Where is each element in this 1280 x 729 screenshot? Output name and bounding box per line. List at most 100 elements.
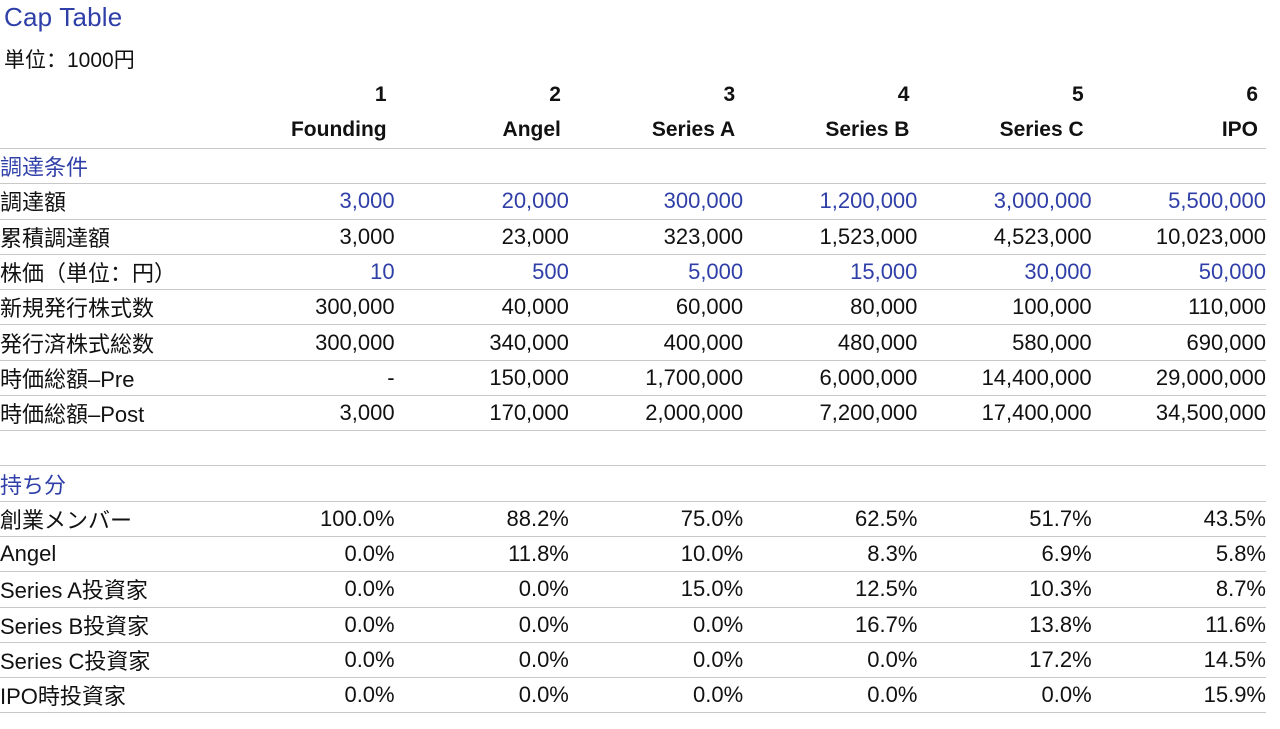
value-cell: 0.0% xyxy=(568,607,744,643)
value-cell: 34,500,000 xyxy=(1091,395,1266,432)
value-cell: 29,000,000 xyxy=(1091,360,1266,397)
value-cell: 0.0% xyxy=(568,677,744,714)
row-label: Series C投資家 xyxy=(0,642,221,679)
value-cell: 0.0% xyxy=(568,642,744,679)
ownership-row: Series B投資家 0.0% 0.0% 0.0% 16.7% 13.8% 11.6% xyxy=(0,607,1266,643)
value-cell: 2,000,000 xyxy=(568,395,744,432)
value-cell: 75.0% xyxy=(568,501,744,537)
value-cell: 20,000 xyxy=(394,183,569,220)
funding-section: 調達条件 調達額 3,000 20,000 300,000 1,200,000 3,000… xyxy=(0,148,1266,432)
round-number: 6 xyxy=(1246,83,1258,106)
section-title-ownership: 持ち分 xyxy=(0,465,1266,502)
spacer-section xyxy=(0,430,1266,467)
value-cell: 480,000 xyxy=(743,324,918,361)
ownership-row: IPO時投資家 0.0% 0.0% 0.0% 0.0% 0.0% 15.9% xyxy=(0,677,1266,714)
ownership-section: 持ち分 創業メンバー 100.0% 88.2% 75.0% 62.5% 51.7% 43.5… xyxy=(0,465,1266,714)
value-cell: 1,700,000 xyxy=(568,360,744,397)
value-cell: 0.0% xyxy=(394,607,569,643)
value-cell: 15.0% xyxy=(568,571,744,608)
value-cell: 0.0% xyxy=(743,677,918,714)
value-cell: 6,000,000 xyxy=(743,360,918,397)
value-cell: 3,000,000 xyxy=(917,183,1092,220)
header-spacer xyxy=(0,112,221,149)
value-cell: 62.5% xyxy=(743,501,918,537)
value-cell: 11.8% xyxy=(394,536,569,573)
value-cell: 690,000 xyxy=(1091,324,1266,361)
value-cell: 150,000 xyxy=(394,360,569,397)
round-number-row: 1 2 3 4 5 6 xyxy=(0,78,1266,112)
value-cell: 4,523,000 xyxy=(917,219,1092,255)
value-cell: 11.6% xyxy=(1091,607,1266,643)
ownership-row: Series C投資家 0.0% 0.0% 0.0% 0.0% 17.2% 14.5% xyxy=(0,642,1266,679)
value-cell: 0.0% xyxy=(220,536,395,573)
value-cell: 323,000 xyxy=(568,219,744,255)
value-cell: 0.0% xyxy=(743,642,918,679)
value-cell: 14.5% xyxy=(1091,642,1266,679)
value-cell: 100,000 xyxy=(917,289,1092,326)
value-cell: 3,000 xyxy=(220,395,395,432)
round-number: 4 xyxy=(897,83,910,106)
cap-table: 1 2 3 4 5 6 Founding Angel Series A Seri… xyxy=(0,78,1266,714)
value-cell: 30,000 xyxy=(917,254,1092,291)
value-cell: - xyxy=(220,360,395,397)
value-cell: 340,000 xyxy=(394,324,569,361)
value-cell: 8.3% xyxy=(743,536,918,573)
section-header-row: 持ち分 xyxy=(0,465,1266,502)
value-cell: 3,000 xyxy=(220,219,395,255)
row-label: 時価総額–Post xyxy=(0,395,221,432)
value-cell: 1,200,000 xyxy=(743,183,918,220)
value-cell: 7,200,000 xyxy=(743,395,918,432)
round-name: IPO xyxy=(1091,112,1266,149)
funding-row: 新規発行株式数 300,000 40,000 60,000 80,000 100,000 1… xyxy=(0,289,1266,326)
value-cell: 0.0% xyxy=(394,677,569,714)
value-cell: 500 xyxy=(394,254,569,291)
value-cell: 14,400,000 xyxy=(917,360,1092,397)
round-name: Series A xyxy=(568,112,744,149)
value-cell: 15.9% xyxy=(1091,677,1266,714)
funding-row: 累積調達額 3,000 23,000 323,000 1,523,000 4,523,00… xyxy=(0,219,1266,255)
row-label: 創業メンバー xyxy=(0,501,221,537)
ownership-row: Angel 0.0% 11.8% 10.0% 8.3% 6.9% 5.8% xyxy=(0,536,1266,573)
funding-row: 株価（単位：円） 10 500 5,000 15,000 30,000 50,000 xyxy=(0,254,1266,291)
value-cell: 1,523,000 xyxy=(743,219,918,255)
value-cell: 0.0% xyxy=(220,677,395,714)
row-label: 調達額 xyxy=(0,183,221,220)
round-name: Founding xyxy=(220,112,395,149)
round-number: 5 xyxy=(1071,83,1084,106)
value-cell: 5.8% xyxy=(1091,536,1266,573)
row-label: Series A投資家 xyxy=(0,571,221,608)
value-cell: 0.0% xyxy=(220,571,395,608)
funding-row: 時価総額–Pre -150,000 1,700,000 6,000,000 14,400… xyxy=(0,360,1266,397)
round-number: 3 xyxy=(723,83,736,106)
value-cell: 23,000 xyxy=(394,219,569,255)
value-cell: 0.0% xyxy=(220,607,395,643)
value-cell: 300,000 xyxy=(568,183,744,220)
value-cell: 17,400,000 xyxy=(917,395,1092,432)
ownership-row: Series A投資家 0.0% 0.0% 15.0% 12.5% 10.3% 8.7% xyxy=(0,571,1266,608)
row-label: Series B投資家 xyxy=(0,607,221,643)
value-cell: 15,000 xyxy=(743,254,918,291)
funding-row: 調達額 3,000 20,000 300,000 1,200,000 3,000,000 5… xyxy=(0,183,1266,220)
round-number: 1 xyxy=(374,83,387,106)
section-header-row: 調達条件 xyxy=(0,148,1266,185)
value-cell: 170,000 xyxy=(394,395,569,432)
value-cell: 10.0% xyxy=(568,536,744,573)
value-cell: 3,000 xyxy=(220,183,395,220)
blank-row xyxy=(0,430,1266,467)
funding-row: 発行済株式総数 300,000 340,000 400,000 480,000 580,0… xyxy=(0,324,1266,361)
round-name: Angel xyxy=(394,112,569,149)
value-cell: 10.3% xyxy=(917,571,1092,608)
round-number: 2 xyxy=(549,83,561,106)
value-cell: 51.7% xyxy=(917,501,1092,537)
value-cell: 16.7% xyxy=(743,607,918,643)
ownership-row: 創業メンバー 100.0% 88.2% 75.0% 62.5% 51.7% 43.5% xyxy=(0,501,1266,537)
page-title: Cap Table xyxy=(4,2,123,32)
value-cell: 300,000 xyxy=(220,324,395,361)
value-cell: 300,000 xyxy=(220,289,395,326)
row-label: Angel xyxy=(0,536,221,573)
value-cell: 110,000 xyxy=(1091,289,1266,326)
value-cell: 5,000 xyxy=(568,254,744,291)
unit-note: 単位：1000円 xyxy=(4,49,135,72)
value-cell: 8.7% xyxy=(1091,571,1266,608)
value-cell: 50,000 xyxy=(1091,254,1266,291)
